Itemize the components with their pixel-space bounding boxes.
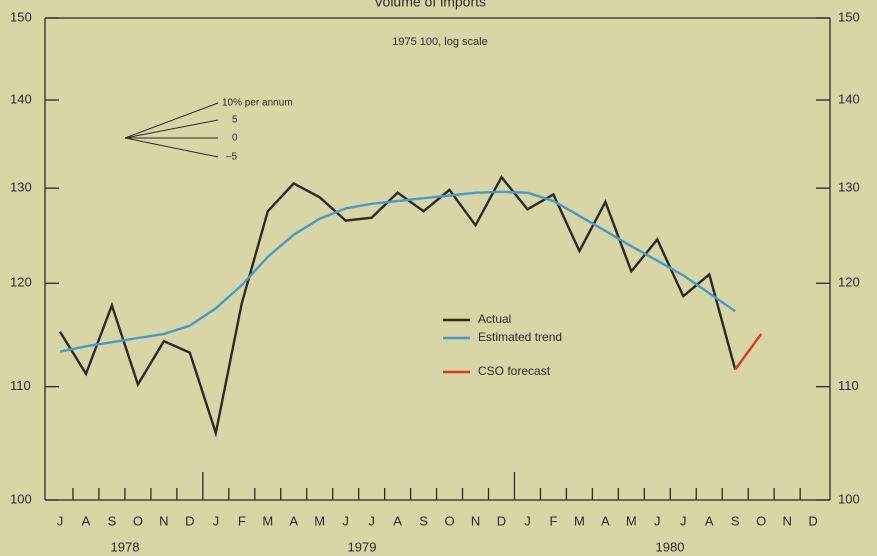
y2-tick-label: 110 — [838, 378, 859, 393]
x-tick-label: J — [342, 513, 349, 528]
y2-tick-label: 100 — [838, 491, 860, 506]
annotation: 5 — [232, 115, 238, 126]
x-tick-label: D — [185, 513, 194, 528]
x-tick-label: D — [808, 513, 817, 528]
chart-title: Volume of imports — [374, 0, 486, 10]
growth-fan — [124, 102, 219, 158]
series-line — [734, 333, 763, 371]
x-tick-label: J — [654, 513, 661, 528]
y-tick-label: 140 — [10, 91, 32, 106]
year-label: 1980 — [656, 539, 685, 554]
x-tick-label: S — [731, 513, 740, 528]
subtitle: 1975 100, log scale — [392, 36, 487, 48]
x-tick-label: A — [82, 513, 91, 528]
y-tick-label: 150 — [10, 9, 32, 24]
y2-tick-label: 130 — [838, 180, 860, 195]
x-tick-label: N — [782, 513, 791, 528]
x-tick-label: A — [705, 513, 714, 528]
series-line — [58, 175, 737, 438]
series-line — [59, 190, 736, 353]
legend-label: Actual — [478, 312, 511, 326]
y-tick-label: 110 — [10, 378, 31, 393]
x-tick-label: O — [133, 513, 143, 528]
annotation: –5 — [226, 152, 238, 163]
x-tick-label: J — [368, 513, 375, 528]
y-tick-label: 100 — [10, 491, 32, 506]
x-tick-label: M — [314, 513, 325, 528]
x-tick-label: S — [419, 513, 428, 528]
x-tick-label: O — [444, 513, 454, 528]
x-tick-label: F — [238, 513, 246, 528]
legend-label: CSO forecast — [478, 364, 551, 378]
x-tick-label: M — [574, 513, 585, 528]
x-tick-label: N — [159, 513, 168, 528]
annotation: 0 — [232, 133, 238, 144]
x-tick-label: S — [108, 513, 117, 528]
y-tick-label: 120 — [10, 275, 32, 290]
x-tick-label: M — [626, 513, 637, 528]
year-label: 1978 — [111, 539, 140, 554]
y2-tick-label: 140 — [838, 91, 860, 106]
x-tick-label: F — [549, 513, 557, 528]
frame — [44, 17, 831, 501]
x-tick-label: O — [756, 513, 766, 528]
year-label: 1979 — [348, 539, 377, 554]
legend-label: Estimated trend — [478, 330, 562, 344]
annotation: 10% per annum — [222, 98, 293, 109]
y2-tick-label: 150 — [838, 9, 860, 24]
x-tick-label: N — [471, 513, 480, 528]
y2-tick-label: 120 — [838, 275, 860, 290]
x-tick-label: J — [57, 513, 64, 528]
y-tick-label: 130 — [10, 180, 32, 195]
x-tick-label: M — [262, 513, 273, 528]
x-tick-label: A — [393, 513, 402, 528]
x-tick-label: D — [497, 513, 506, 528]
x-tick-label: J — [680, 513, 687, 528]
x-tick-label: A — [289, 513, 298, 528]
x-tick-label: A — [601, 513, 610, 528]
x-tick-label: J — [524, 513, 531, 528]
x-tick-label: J — [213, 513, 220, 528]
